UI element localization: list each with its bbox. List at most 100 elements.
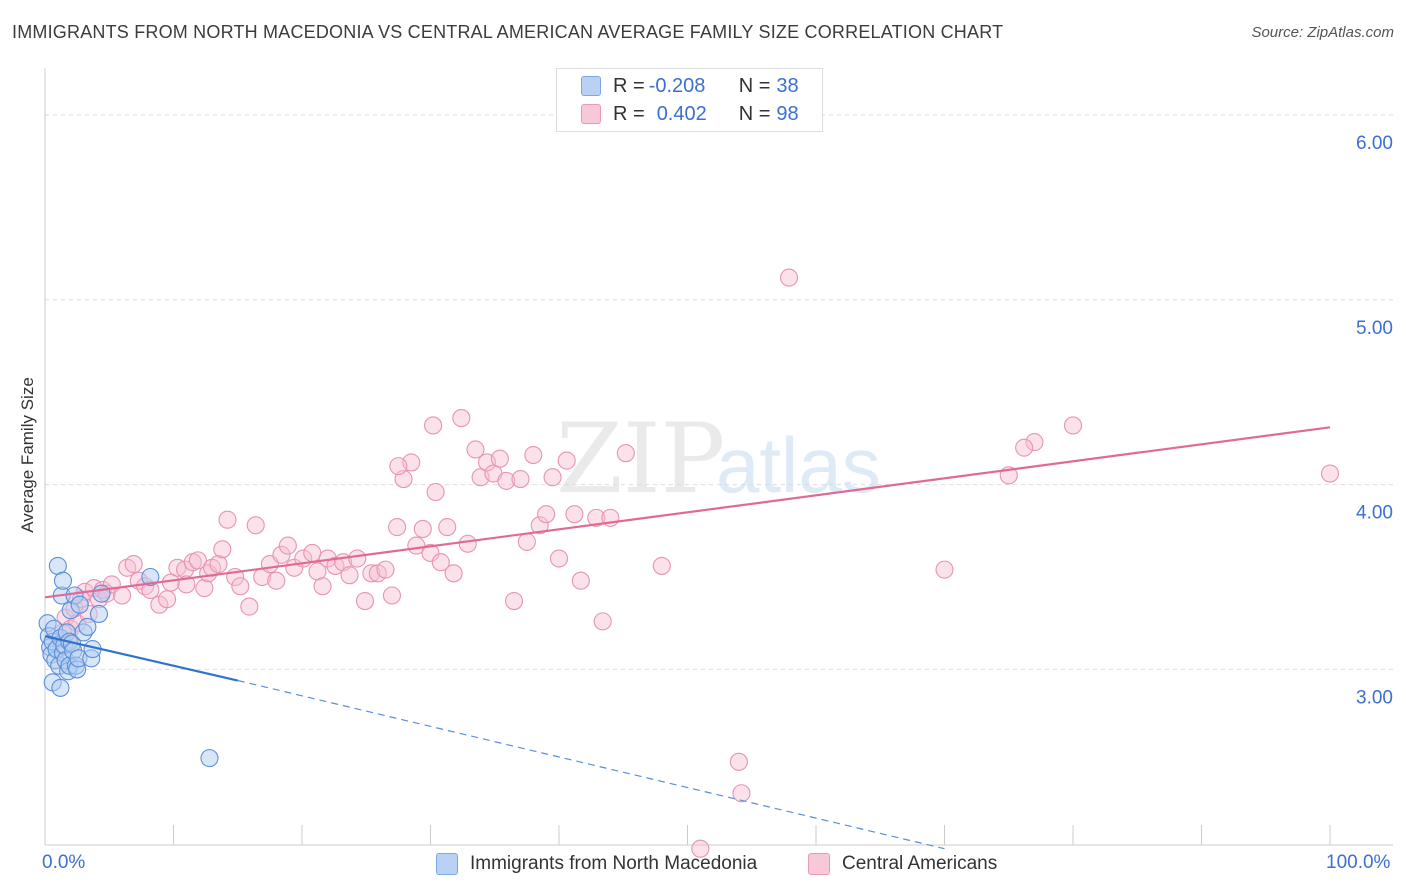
data-point-central-americans	[313, 577, 332, 596]
data-point-north-macedonia	[141, 567, 160, 587]
north-macedonia-points	[38, 556, 219, 768]
y-tick-label: 3.00	[1356, 687, 1393, 708]
data-point-central-americans	[246, 516, 265, 535]
y-axis-label: Average Family Size	[18, 377, 37, 533]
data-point-central-americans	[729, 752, 748, 771]
watermark-atlas: atlas	[716, 421, 881, 509]
data-point-central-americans	[490, 449, 509, 468]
data-point-north-macedonia	[89, 604, 109, 624]
data-point-central-americans	[267, 571, 286, 590]
data-point-central-americans	[355, 591, 375, 611]
data-point-central-americans	[124, 555, 143, 574]
data-point-north-macedonia	[51, 678, 70, 697]
watermark-zip: ZIP	[556, 403, 725, 515]
data-point-central-americans	[421, 543, 440, 563]
data-point-north-macedonia	[200, 749, 219, 768]
bottom-legend-label: Immigrants from North Macedonia	[470, 853, 758, 874]
legend-r-label: R =	[613, 74, 645, 97]
data-point-central-americans	[691, 839, 710, 858]
data-point-central-americans	[426, 482, 445, 502]
data-point-central-americans	[593, 612, 612, 631]
trend-line-north-macedonia	[44, 635, 238, 682]
data-point-central-americans	[348, 549, 367, 568]
data-point-central-americans	[652, 556, 671, 575]
data-point-north-macedonia	[53, 571, 73, 590]
data-point-central-americans	[565, 505, 584, 524]
data-point-central-americans	[549, 549, 569, 568]
data-point-central-americans	[213, 540, 232, 559]
data-point-north-macedonia	[78, 617, 97, 636]
data-point-north-macedonia	[70, 595, 89, 614]
legend-swatch-pink	[581, 104, 601, 124]
bottom-legend-label: Central Americans	[842, 853, 998, 874]
data-point-central-americans	[218, 510, 237, 529]
stats-legend: R = -0.208 N = 38 R = 0.402 N = 98	[556, 68, 823, 132]
legend-n-label: N =	[738, 74, 771, 97]
data-point-central-americans	[272, 545, 291, 564]
data-point-central-americans	[504, 591, 524, 611]
legend-n-label: N =	[738, 102, 771, 125]
data-point-central-americans	[935, 560, 954, 579]
legend-r-label: R =	[613, 102, 645, 125]
data-point-central-americans	[209, 555, 228, 574]
data-point-central-americans	[278, 536, 297, 555]
data-point-central-americans	[537, 505, 556, 524]
data-point-central-americans	[382, 586, 402, 605]
data-point-central-americans	[188, 551, 207, 570]
data-point-central-americans	[424, 416, 443, 435]
y-tick-label: 4.00	[1356, 503, 1393, 524]
data-point-central-americans	[431, 553, 450, 572]
bottom-legend-swatch-blue	[436, 853, 458, 875]
data-point-central-americans	[113, 586, 132, 605]
data-point-north-macedonia	[92, 584, 111, 603]
gridlines	[45, 114, 1393, 670]
chart-title: IMMIGRANTS FROM NORTH MACEDONIA VS CENTR…	[12, 22, 1004, 42]
data-point-central-americans	[497, 471, 516, 490]
data-point-central-americans	[524, 445, 543, 465]
bottom-legend-swatch-pink	[808, 853, 830, 875]
y-tick-label: 5.00	[1356, 318, 1393, 339]
data-point-central-americans	[413, 519, 432, 539]
y-tick-label: 6.00	[1356, 133, 1393, 154]
legend-row-central-americans: R = 0.402 N = 98	[581, 101, 799, 127]
legend-n-value: 98	[776, 102, 799, 125]
central-americans-points	[52, 268, 1340, 858]
x-tick-label-max: 100.0%	[1326, 852, 1391, 873]
data-point-central-americans	[1320, 464, 1340, 483]
data-point-central-americans	[452, 409, 471, 428]
data-point-central-americans	[571, 571, 590, 590]
data-point-central-americans	[1025, 433, 1044, 452]
legend-swatch-blue	[581, 76, 601, 96]
data-point-central-americans	[444, 564, 463, 583]
data-point-central-americans	[587, 508, 606, 527]
data-point-central-americans	[530, 516, 549, 535]
data-point-central-americans	[543, 468, 562, 487]
data-point-central-americans	[231, 577, 250, 596]
bottom-legend-central-americans: Central Americans	[808, 850, 997, 878]
data-point-central-americans	[362, 564, 381, 583]
y-tick-labels: 3.00 4.00 5.00 6.00	[1356, 133, 1393, 708]
data-point-central-americans	[195, 579, 214, 598]
trend-line-north-macedonia-extension	[237, 679, 945, 850]
data-point-central-americans	[376, 560, 395, 579]
data-point-central-americans	[458, 534, 477, 553]
data-point-central-americans	[616, 444, 635, 463]
data-point-central-americans	[340, 566, 359, 585]
legend-row-north-macedonia: R = -0.208 N = 38	[581, 73, 799, 99]
data-point-central-americans	[466, 440, 485, 459]
data-point-central-americans	[1015, 438, 1034, 457]
data-point-central-americans	[557, 451, 576, 470]
x-tick-label-min: 0.0%	[42, 852, 86, 873]
data-point-central-americans	[388, 518, 407, 537]
data-point-central-americans	[438, 518, 457, 537]
trend-line-central-americans	[44, 426, 1331, 599]
legend-r-value: -0.208	[648, 74, 706, 97]
legend-r-value: 0.402	[656, 102, 707, 125]
data-point-central-americans	[389, 457, 408, 476]
bottom-legend-north-macedonia: Immigrants from North Macedonia	[436, 850, 757, 878]
legend-n-value: 38	[776, 74, 799, 97]
data-point-central-americans	[303, 543, 322, 563]
watermark: ZIP atlas	[556, 403, 881, 515]
data-point-central-americans	[240, 597, 259, 616]
